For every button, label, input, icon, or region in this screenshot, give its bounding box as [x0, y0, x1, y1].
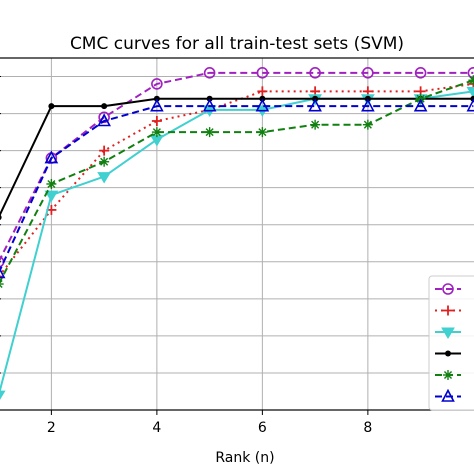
series-point	[0, 279, 4, 289]
series-point	[44, 150, 59, 164]
x-tick-label: 4	[152, 420, 161, 436]
point-stroke	[443, 370, 453, 380]
legend-box	[428, 275, 474, 411]
x-axis-label: Rank (n)	[215, 450, 274, 466]
series-point	[468, 75, 474, 86]
series-point	[202, 98, 217, 112]
series-layer	[0, 67, 474, 400]
point-stroke	[311, 120, 320, 129]
axes-frame	[0, 57, 474, 411]
series-point	[101, 103, 108, 110]
series-point	[0, 390, 6, 400]
series-point	[97, 172, 112, 184]
series-line	[0, 97, 474, 217]
series-point	[309, 67, 321, 79]
legend-entry	[435, 350, 461, 357]
series-point	[362, 67, 374, 79]
point-stroke	[0, 279, 3, 284]
series-point	[361, 98, 375, 112]
legend-entry	[435, 327, 461, 339]
series-point	[151, 115, 162, 126]
series-point	[257, 127, 268, 138]
series-point	[443, 370, 453, 380]
series-4	[0, 95, 474, 220]
series-point	[413, 98, 428, 112]
legend-entry	[435, 388, 461, 402]
series-point	[442, 283, 454, 295]
point-stroke	[258, 128, 267, 137]
x-tick-label: 8	[363, 420, 372, 436]
series-point	[255, 98, 270, 112]
series-point	[99, 156, 110, 167]
series-point	[443, 305, 453, 316]
series-point	[441, 388, 455, 402]
series-line	[0, 90, 474, 394]
series-point	[98, 111, 110, 124]
series-point	[203, 67, 216, 79]
legend-entry	[435, 370, 461, 380]
series-point	[150, 98, 164, 112]
point-stroke	[100, 157, 109, 166]
series-1	[0, 67, 474, 268]
series-point	[441, 327, 455, 339]
legend-entry	[435, 283, 461, 295]
series-6	[0, 98, 474, 279]
series-point	[414, 67, 427, 79]
series-point	[257, 86, 268, 97]
series-line	[0, 79, 474, 284]
point-stroke	[152, 128, 161, 137]
legend-entry	[435, 305, 461, 316]
series-point	[466, 98, 474, 112]
point-stroke	[0, 284, 3, 289]
series-line	[0, 82, 474, 277]
series-5	[0, 75, 474, 289]
series-point	[151, 78, 163, 90]
series-point	[99, 145, 110, 156]
point-stroke	[469, 78, 474, 85]
series-point	[48, 103, 55, 110]
series-point	[466, 86, 474, 99]
series-point	[308, 98, 322, 112]
plot-area: 2 4 6 8	[0, 57, 474, 436]
x-ticks: 2 4 6 8	[0, 76, 372, 436]
series-point	[310, 119, 321, 130]
x-tick-label: 2	[47, 420, 56, 436]
legend	[428, 275, 474, 411]
series-point	[97, 113, 111, 127]
point-stroke	[205, 128, 214, 137]
series-point	[0, 214, 2, 220]
series-point	[256, 67, 269, 79]
series-point	[151, 127, 162, 138]
series-point	[445, 350, 451, 357]
series-point	[362, 119, 373, 130]
x-tick-label: 6	[258, 420, 267, 436]
series-point	[0, 267, 6, 279]
point-stroke	[47, 179, 56, 189]
series-line	[0, 71, 474, 262]
series-point	[204, 127, 215, 138]
series-3	[0, 86, 474, 400]
chart-title: CMC curves for all train-test sets (SVM)	[70, 34, 404, 54]
point-stroke	[363, 120, 372, 129]
series-line	[0, 105, 474, 273]
series-point	[46, 178, 57, 189]
series-point	[44, 190, 59, 203]
